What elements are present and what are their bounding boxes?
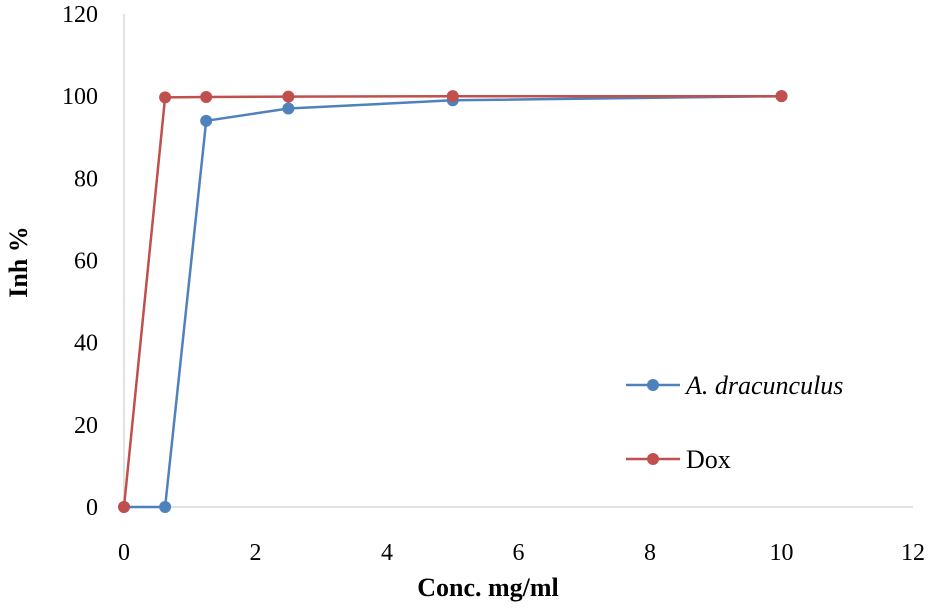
legend: A. dracunculus Dox (626, 371, 843, 474)
data-point-a-dracunculus (282, 102, 295, 115)
x-tick-label: 4 (381, 540, 393, 566)
series-line-a-dracunculus (124, 94, 782, 509)
x-axis-title: Conc. mg/ml (417, 573, 559, 602)
y-tick-label: 100 (62, 84, 98, 110)
data-point-dox (200, 90, 213, 103)
y-tick-label: 40 (74, 331, 98, 357)
axes (123, 14, 913, 508)
y-tick-label: 0 (86, 495, 98, 521)
x-tick-label: 12 (901, 540, 925, 566)
y-tick-label: 20 (74, 413, 98, 439)
data-point-a-dracunculus (200, 114, 213, 127)
data-point-dox (159, 91, 172, 104)
x-tick-label: 10 (770, 540, 794, 566)
data-point-dox (282, 90, 295, 103)
series-line-dox (122, 94, 782, 508)
x-tick-labels: 0 2 4 6 8 10 12 (118, 540, 925, 566)
data-point-dox (775, 90, 788, 103)
y-tick-label: 80 (74, 166, 98, 192)
legend-label-a-dracunculus: A. dracunculus (684, 371, 843, 400)
series-group (118, 90, 788, 513)
x-tick-label: 0 (118, 540, 130, 566)
legend-marker-dox (647, 453, 659, 465)
legend-entry-a-dracunculus: A. dracunculus (626, 371, 843, 400)
y-axis-title: Inh % (4, 226, 33, 298)
y-tick-label: 120 (62, 2, 98, 28)
data-point-dox (446, 90, 459, 103)
y-tick-label: 60 (74, 249, 98, 275)
legend-label-dox: Dox (686, 445, 731, 474)
data-point-dox (118, 501, 130, 513)
x-tick-label: 2 (250, 540, 262, 566)
legend-marker-a-dracunculus (647, 379, 659, 391)
x-tick-label: 8 (644, 540, 656, 566)
y-tick-labels: 0 20 40 60 80 100 120 (62, 2, 98, 521)
x-tick-label: 6 (513, 540, 525, 566)
series-dox (118, 90, 788, 513)
legend-entry-dox: Dox (626, 445, 731, 474)
data-point-a-dracunculus (159, 501, 172, 513)
